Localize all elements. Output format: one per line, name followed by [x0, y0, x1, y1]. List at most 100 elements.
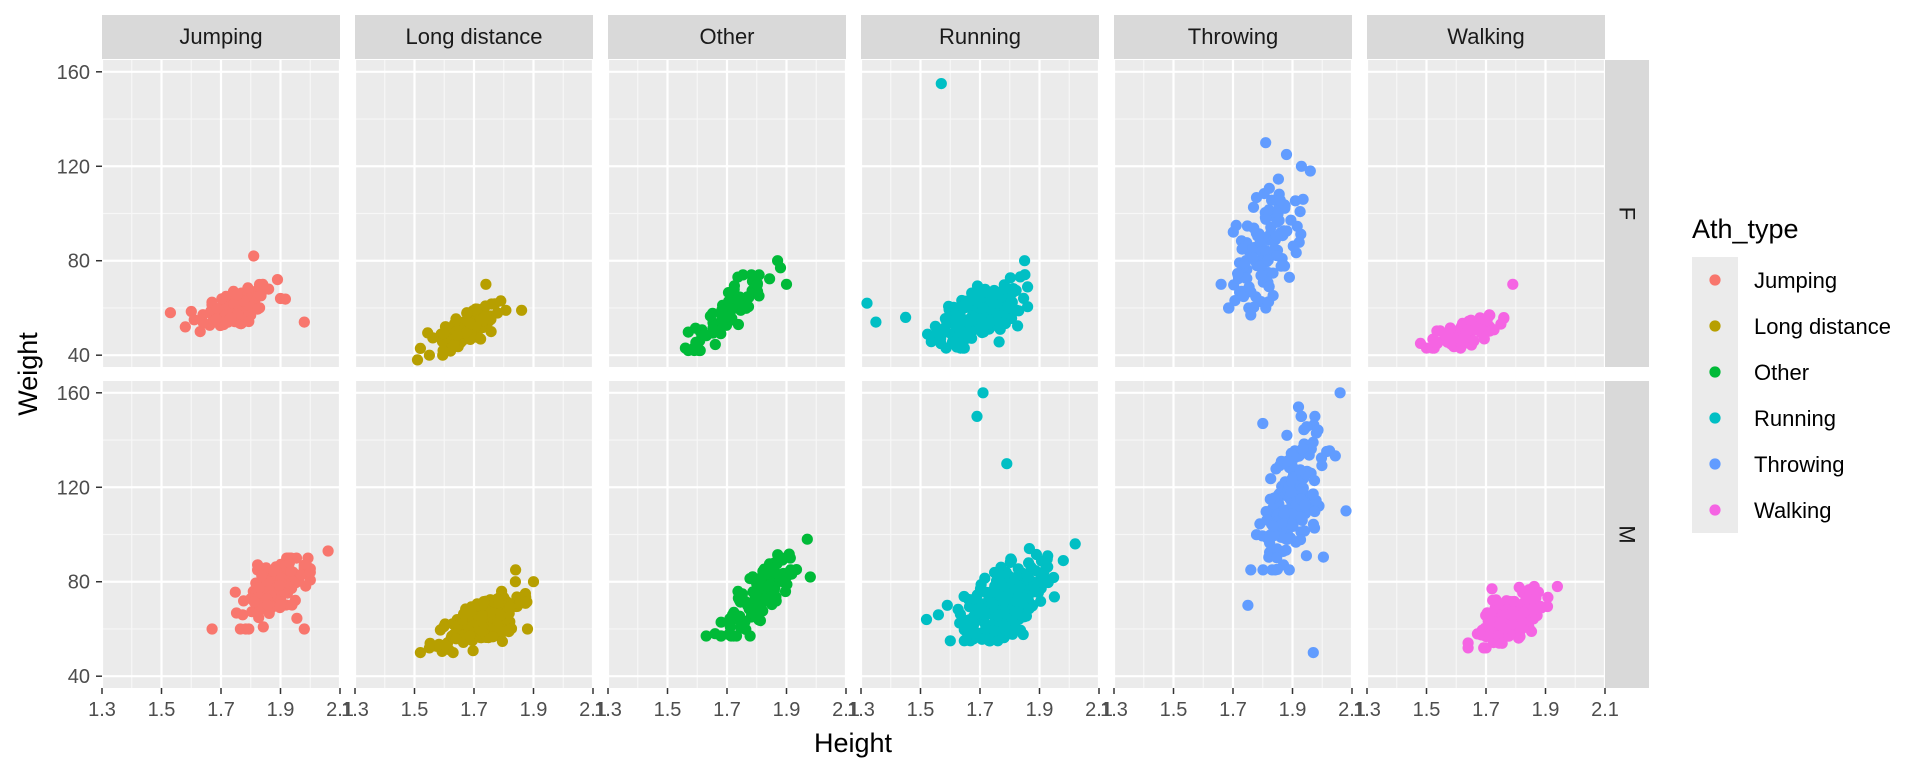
data-point [291, 612, 303, 624]
data-point [699, 329, 711, 341]
data-point [1445, 336, 1457, 348]
data-point [487, 631, 499, 643]
data-point [977, 302, 989, 314]
legend-label: Jumping [1754, 268, 1837, 293]
data-point [1285, 532, 1297, 544]
data-point [744, 573, 756, 585]
data-point [1268, 529, 1280, 542]
data-point [1027, 586, 1039, 598]
data-point [1518, 606, 1530, 619]
x-tick-label: 1.7 [966, 699, 994, 721]
data-point [231, 289, 243, 301]
x-tick-label: 2.1 [1338, 699, 1366, 721]
data-point [1308, 522, 1321, 534]
data-point [271, 274, 284, 286]
data-point [1294, 534, 1307, 546]
data-point [734, 610, 746, 622]
data-point [974, 583, 987, 595]
data-point [164, 307, 176, 319]
data-point [772, 549, 784, 561]
data-point [740, 302, 752, 314]
data-point [1274, 194, 1286, 206]
data-point [1481, 607, 1493, 619]
data-point [495, 609, 507, 621]
x-tick-label: 1.5 [148, 699, 176, 721]
data-point [252, 559, 264, 571]
data-point [274, 599, 286, 611]
x-tick-label: 1.9 [1026, 699, 1054, 721]
data-point [243, 315, 255, 328]
data-point [1260, 213, 1272, 225]
data-point [1294, 464, 1306, 476]
data-point [1260, 506, 1272, 518]
data-point [1242, 599, 1254, 611]
points-f-running [861, 78, 1034, 354]
data-point [1245, 564, 1257, 576]
data-point [1280, 148, 1293, 161]
y-tick-label: 80 [68, 572, 90, 594]
data-point [263, 607, 275, 620]
data-point [464, 630, 476, 642]
data-point [1514, 630, 1526, 643]
data-point [1278, 260, 1291, 272]
x-tick-label: 1.3 [88, 699, 116, 721]
data-point [1247, 252, 1259, 264]
facet-strip-label: Jumping [179, 24, 262, 49]
data-point [744, 630, 756, 642]
data-point [224, 312, 237, 324]
data-point [1300, 550, 1312, 562]
data-point [1254, 260, 1266, 272]
data-point [1542, 591, 1554, 604]
data-point [1017, 628, 1029, 641]
data-point [500, 304, 512, 316]
data-point [450, 313, 462, 325]
data-point [1023, 543, 1035, 555]
data-point [989, 625, 1001, 637]
data-point [950, 316, 962, 328]
data-point [1223, 302, 1235, 314]
data-point [194, 326, 206, 338]
data-point [1444, 322, 1456, 334]
data-point [724, 613, 736, 625]
data-point [764, 273, 776, 285]
data-point [1285, 214, 1297, 226]
data-point [253, 582, 265, 594]
data-point [206, 623, 218, 635]
data-point [1507, 278, 1519, 290]
x-tick-label: 2.1 [1591, 699, 1619, 721]
data-point [742, 600, 754, 612]
data-point [1270, 230, 1283, 242]
data-point [211, 302, 223, 314]
data-point [1013, 305, 1025, 317]
data-point [1307, 647, 1319, 659]
facet-row-label: F [1615, 207, 1640, 220]
data-point [1023, 557, 1035, 569]
data-point [941, 599, 953, 611]
data-point [1287, 240, 1299, 252]
data-point [1312, 424, 1324, 436]
y-tick-label: 80 [68, 251, 90, 273]
facet-panel-m-jumping [100, 381, 342, 688]
data-point [1283, 564, 1295, 576]
data-point [1247, 201, 1260, 213]
data-point [941, 312, 953, 325]
data-point [1516, 616, 1528, 628]
data-point [1281, 429, 1293, 441]
data-point [1232, 268, 1244, 280]
data-point [274, 292, 287, 305]
data-point [979, 286, 991, 298]
data-point [1486, 583, 1498, 595]
data-point [1468, 335, 1480, 347]
x-tick-label: 1.5 [401, 699, 429, 721]
data-point [1295, 160, 1307, 172]
data-point [1019, 255, 1031, 267]
data-point [931, 328, 943, 340]
data-point [785, 564, 797, 576]
data-point [925, 336, 937, 348]
data-point [694, 344, 706, 357]
data-point [476, 610, 488, 622]
data-point [762, 580, 774, 592]
data-point [784, 552, 796, 564]
y-tick-label: 120 [57, 477, 90, 499]
